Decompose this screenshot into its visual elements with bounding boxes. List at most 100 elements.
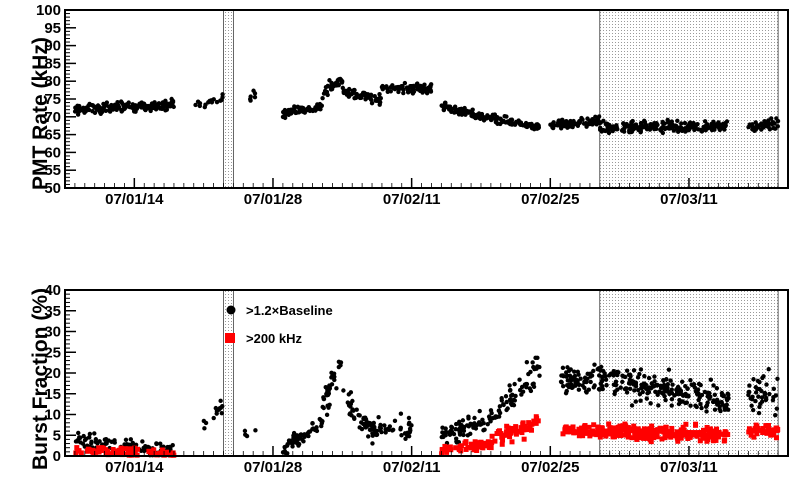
data-point <box>350 407 355 412</box>
data-point <box>325 388 330 394</box>
data-point <box>724 119 730 124</box>
data-point <box>663 424 669 430</box>
data-point <box>498 431 504 437</box>
data-point <box>372 424 377 430</box>
data-point <box>751 434 757 440</box>
data-point <box>756 394 761 399</box>
data-point <box>461 107 466 113</box>
data-point <box>248 94 253 99</box>
data-point <box>125 447 131 453</box>
data-point <box>440 430 445 435</box>
data-point <box>495 114 500 120</box>
data-point <box>595 424 601 430</box>
data-point <box>581 121 587 126</box>
data-point <box>82 437 88 443</box>
data-point <box>318 107 323 112</box>
data-point <box>632 431 638 437</box>
data-point <box>220 403 225 409</box>
data-point <box>322 88 328 94</box>
data-point <box>717 406 722 412</box>
data-point <box>118 99 124 104</box>
data-point <box>760 428 766 434</box>
data-point <box>149 451 155 457</box>
data-point <box>639 122 644 127</box>
data-point <box>449 109 454 114</box>
y-tick-label: 75 <box>44 91 61 108</box>
data-point <box>669 429 675 435</box>
data-point <box>157 450 163 456</box>
data-point <box>757 379 762 385</box>
data-point <box>746 426 752 432</box>
data-point <box>698 382 703 388</box>
data-point <box>560 383 566 389</box>
data-point <box>660 391 666 396</box>
data-point <box>154 441 159 447</box>
data-point <box>662 433 668 439</box>
data-point <box>567 382 573 387</box>
data-point <box>633 434 639 440</box>
data-point <box>465 433 470 438</box>
data-point <box>710 428 716 434</box>
data-point <box>327 84 332 89</box>
data-point <box>699 405 704 411</box>
data-point <box>468 445 474 451</box>
data-point <box>775 376 780 382</box>
legend-label-baseline: >1.2×Baseline <box>246 303 333 318</box>
data-point <box>93 437 99 442</box>
data-point <box>591 422 597 428</box>
data-point <box>492 438 498 444</box>
data-point <box>441 434 446 440</box>
data-point <box>338 76 343 82</box>
data-point <box>769 121 775 127</box>
data-point <box>506 430 512 436</box>
data-point <box>92 431 97 436</box>
data-point <box>753 390 759 395</box>
data-point <box>654 434 660 440</box>
data-point <box>644 428 650 434</box>
data-point <box>596 373 602 378</box>
data-point <box>607 124 613 130</box>
data-point <box>370 431 375 436</box>
data-point <box>680 424 686 430</box>
data-point <box>248 98 253 103</box>
data-point <box>302 433 307 439</box>
y-tick-label: 65 <box>44 127 61 144</box>
data-point <box>122 451 128 457</box>
data-point <box>660 130 666 136</box>
legend: >1.2×Baseline >200 kHz <box>225 303 333 346</box>
data-point <box>642 118 647 124</box>
data-point <box>382 423 387 428</box>
data-point <box>310 426 315 432</box>
data-point <box>529 421 535 427</box>
data-point <box>587 429 593 435</box>
data-point <box>672 393 677 398</box>
data-point <box>428 82 434 87</box>
data-point <box>81 433 86 439</box>
data-point <box>354 407 359 412</box>
data-point <box>531 384 537 389</box>
data-point <box>325 392 331 398</box>
data-point <box>357 413 362 418</box>
data-point <box>75 439 80 444</box>
data-point <box>461 432 466 438</box>
data-point <box>402 80 408 86</box>
x-tick-label: 07/01/14 <box>105 191 164 208</box>
data-point <box>95 104 100 109</box>
data-point <box>693 125 698 131</box>
data-point <box>110 451 116 457</box>
data-point <box>629 435 635 441</box>
data-point <box>558 379 564 384</box>
data-point <box>398 427 403 432</box>
data-point <box>652 374 657 379</box>
data-point <box>366 422 372 427</box>
data-point <box>747 389 752 395</box>
data-point <box>579 115 584 121</box>
data-point <box>705 427 711 433</box>
data-point <box>601 127 606 133</box>
data-point <box>606 421 612 427</box>
burst-fraction-y-axis-label: Burst Fraction (%) <box>29 288 52 470</box>
data-point <box>378 422 383 428</box>
data-point <box>294 435 300 440</box>
data-point <box>693 421 699 427</box>
y-tick-label: 55 <box>44 162 61 179</box>
